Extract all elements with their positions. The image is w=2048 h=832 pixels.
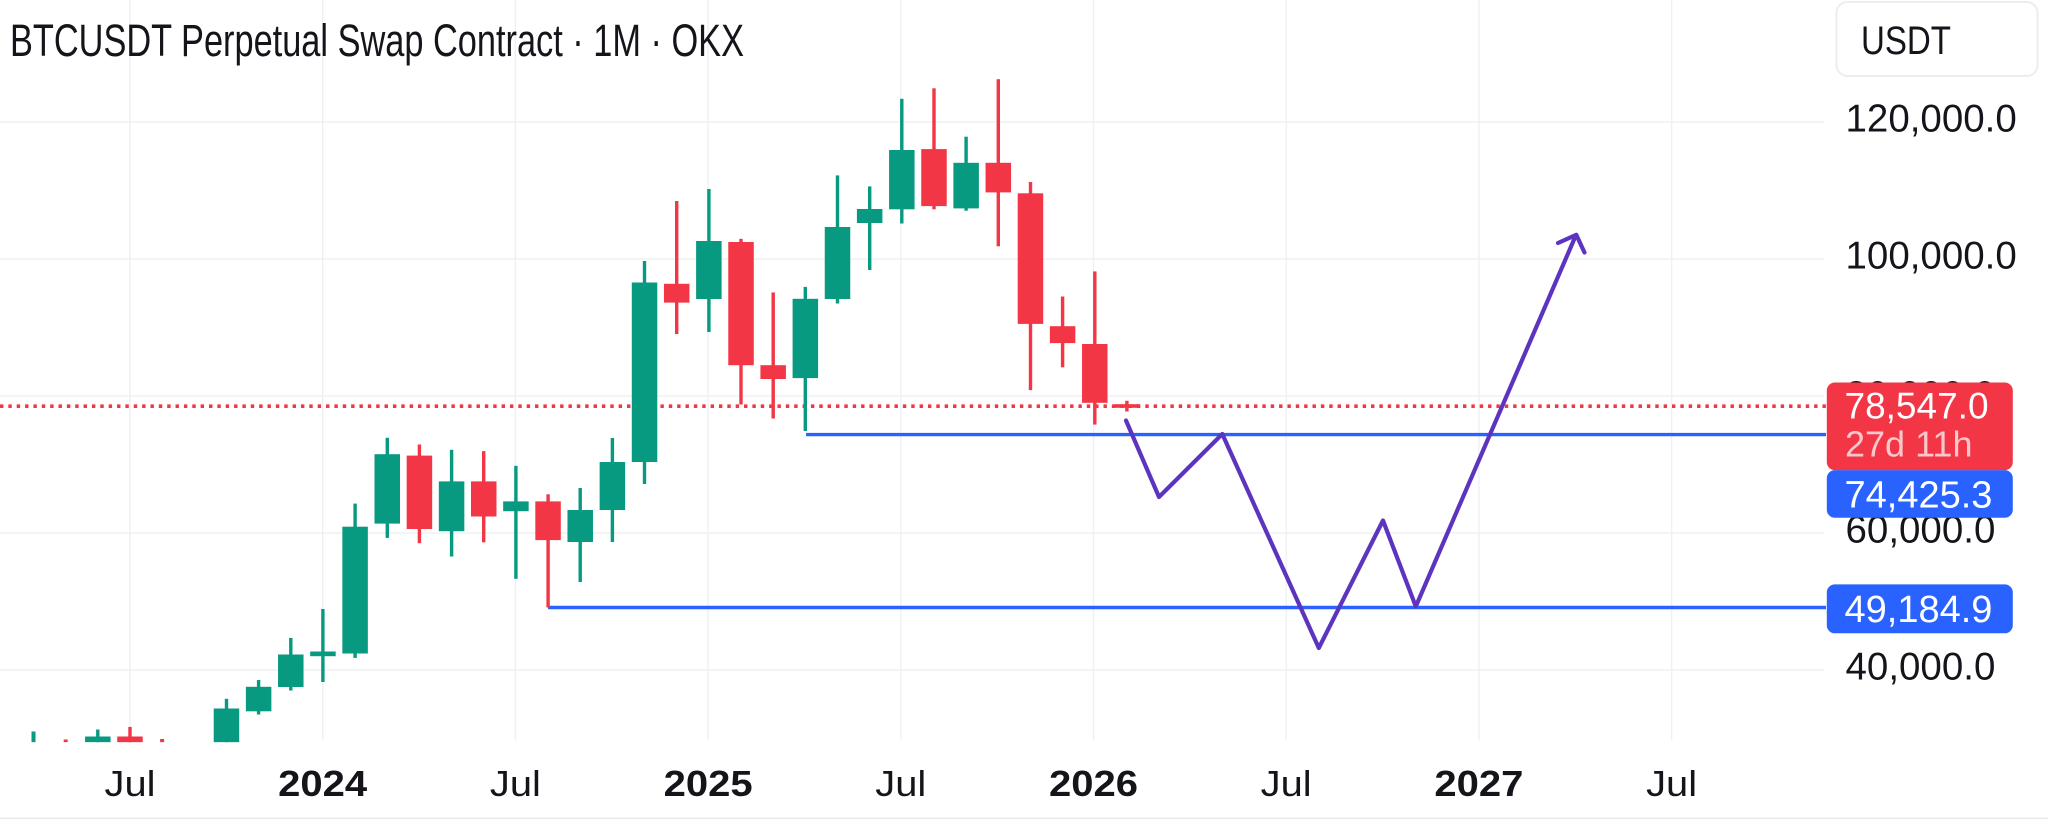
svg-text:40,000.0: 40,000.0 xyxy=(1846,646,1996,689)
svg-text:78,547.0: 78,547.0 xyxy=(1845,386,1989,427)
svg-text:100,000.0: 100,000.0 xyxy=(1846,235,2017,278)
svg-text:Jul: Jul xyxy=(1261,763,1312,804)
svg-text:2027: 2027 xyxy=(1434,763,1523,804)
svg-text:Jul: Jul xyxy=(875,763,926,804)
svg-text:BTCUSDT Perpetual Swap Contrac: BTCUSDT Perpetual Swap Contract · 1M · O… xyxy=(10,15,744,66)
svg-text:49,184.9: 49,184.9 xyxy=(1845,589,1993,631)
svg-text:2024: 2024 xyxy=(278,763,367,804)
svg-text:120,000.0: 120,000.0 xyxy=(1846,98,2017,141)
svg-text:2026: 2026 xyxy=(1049,763,1138,804)
svg-text:Jul: Jul xyxy=(490,763,541,804)
svg-text:74,425.3: 74,425.3 xyxy=(1845,475,1993,517)
svg-text:Jul: Jul xyxy=(1646,763,1697,804)
svg-text:27d 11h: 27d 11h xyxy=(1845,424,1972,465)
svg-text:2025: 2025 xyxy=(664,763,753,804)
svg-text:USDT: USDT xyxy=(1861,19,1951,63)
svg-text:Jul: Jul xyxy=(105,763,156,804)
